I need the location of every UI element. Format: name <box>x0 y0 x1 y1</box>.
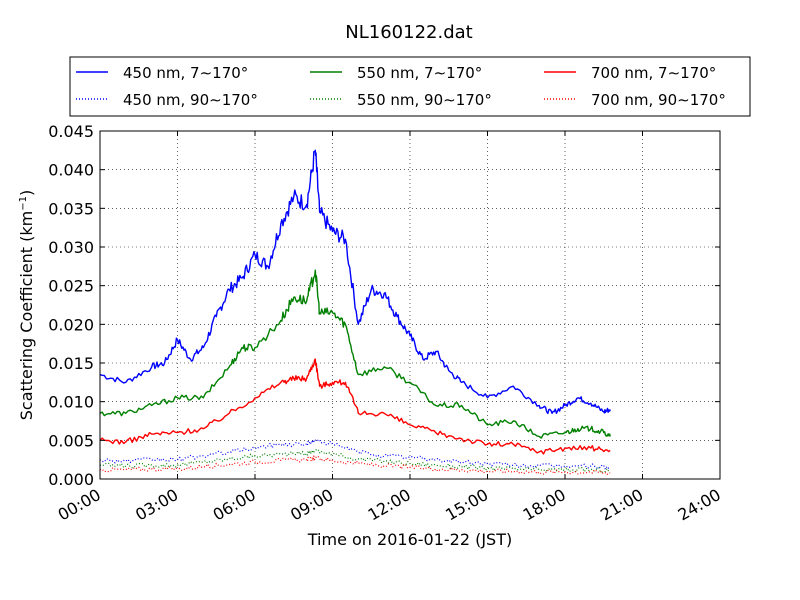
y-tick-label: 0.035 <box>48 199 94 218</box>
y-tick-label: 0.010 <box>48 393 94 412</box>
y-tick-label: 0.045 <box>48 122 94 141</box>
series-line <box>99 455 611 476</box>
x-axis-label: Time on 2016-01-22 (JST) <box>307 530 512 549</box>
y-tick-label: 0.030 <box>48 238 94 257</box>
legend-label: 450 nm, 7∼170° <box>123 64 248 82</box>
legend: 450 nm, 7∼170° 550 nm, 7∼170° 700 nm, 7∼17… <box>69 56 751 117</box>
series-line <box>99 438 611 470</box>
x-tick-label: 09:00 <box>287 485 336 525</box>
y-tick-label: 0.015 <box>48 354 94 373</box>
y-axis-label-end: ) <box>17 190 36 196</box>
x-tick-label: 06:00 <box>210 485 259 525</box>
grid <box>100 131 720 479</box>
x-tick-label: 15:00 <box>442 485 491 525</box>
series-line <box>99 269 611 439</box>
y-tick-label: 0.000 <box>48 470 94 489</box>
series-line <box>99 149 611 415</box>
legend-label: 450 nm, 90∼170° <box>123 91 258 109</box>
legend-label: 550 nm, 7∼170° <box>357 64 482 82</box>
chart-title: NL160122.dat <box>345 22 472 43</box>
series-line <box>99 448 611 473</box>
legend-label: 550 nm, 90∼170° <box>357 91 492 109</box>
x-tick-label: 24:00 <box>675 485 724 525</box>
y-tick-label: 0.005 <box>48 431 94 450</box>
y-axis-label-main: Scattering Coefficient (km <box>17 211 36 421</box>
x-tick-label: 00:00 <box>55 485 104 525</box>
y-tick-label: 0.025 <box>48 277 94 296</box>
x-tick-label: 12:00 <box>365 485 414 525</box>
legend-label: 700 nm, 7∼170° <box>591 64 716 82</box>
legend-box <box>69 56 751 117</box>
series-line <box>99 358 611 455</box>
y-tick-label: 0.020 <box>48 315 94 334</box>
y-axis-label: Scattering Coefficient (km−1) <box>17 190 36 421</box>
legend-label: 700 nm, 90∼170° <box>591 91 726 109</box>
series-layer <box>99 149 611 476</box>
y-axis-label-superscript: −1 <box>18 196 29 211</box>
x-tick-label: 18:00 <box>520 485 569 525</box>
x-tick-label: 21:00 <box>597 485 646 525</box>
ticks: 00:00 03:00 06:00 09:00 12:00 15:00 18:00 21:00… <box>48 122 724 525</box>
y-tick-label: 0.040 <box>48 161 94 180</box>
x-tick-label: 03:00 <box>132 485 181 525</box>
